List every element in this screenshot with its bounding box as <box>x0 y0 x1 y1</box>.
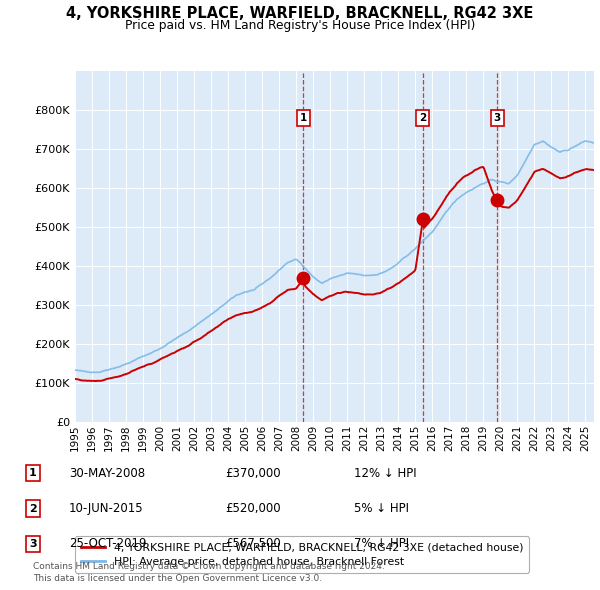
Text: 3: 3 <box>494 113 501 123</box>
Text: £370,000: £370,000 <box>225 467 281 480</box>
Text: 10-JUN-2015: 10-JUN-2015 <box>69 502 143 515</box>
Text: 5% ↓ HPI: 5% ↓ HPI <box>354 502 409 515</box>
Text: 30-MAY-2008: 30-MAY-2008 <box>69 467 145 480</box>
Text: Contains HM Land Registry data © Crown copyright and database right 2024.
This d: Contains HM Land Registry data © Crown c… <box>33 562 385 583</box>
Text: 3: 3 <box>29 539 37 549</box>
Text: £520,000: £520,000 <box>225 502 281 515</box>
Text: Price paid vs. HM Land Registry's House Price Index (HPI): Price paid vs. HM Land Registry's House … <box>125 19 475 32</box>
Text: £567,500: £567,500 <box>225 537 281 550</box>
Text: 7% ↓ HPI: 7% ↓ HPI <box>354 537 409 550</box>
Text: 4, YORKSHIRE PLACE, WARFIELD, BRACKNELL, RG42 3XE: 4, YORKSHIRE PLACE, WARFIELD, BRACKNELL,… <box>67 6 533 21</box>
Text: 25-OCT-2019: 25-OCT-2019 <box>69 537 146 550</box>
Text: 12% ↓ HPI: 12% ↓ HPI <box>354 467 416 480</box>
Legend: 4, YORKSHIRE PLACE, WARFIELD, BRACKNELL, RG42 3XE (detached house), HPI: Average: 4, YORKSHIRE PLACE, WARFIELD, BRACKNELL,… <box>75 536 529 573</box>
Text: 2: 2 <box>419 113 427 123</box>
Text: 1: 1 <box>300 113 307 123</box>
Text: 2: 2 <box>29 504 37 513</box>
Text: 1: 1 <box>29 468 37 478</box>
